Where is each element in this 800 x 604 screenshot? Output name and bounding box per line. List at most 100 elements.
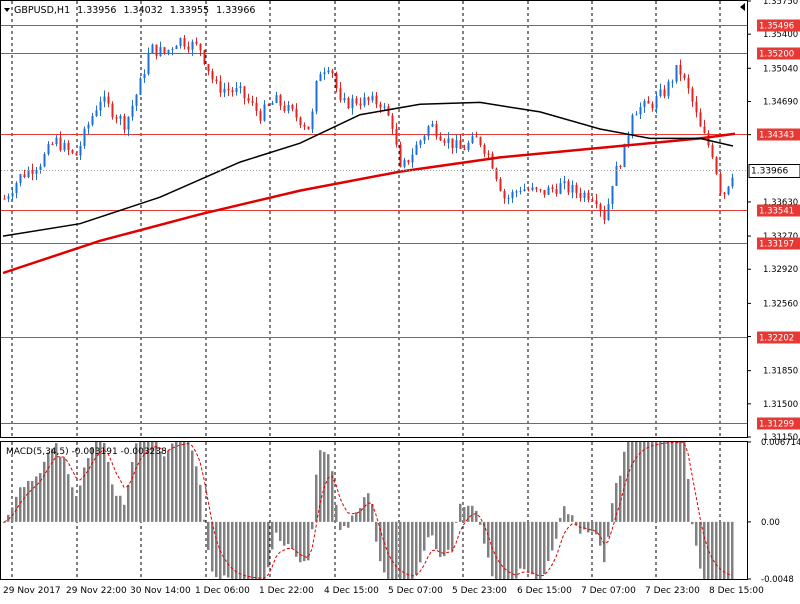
macd-bar [391, 521, 394, 579]
macd-bar [143, 442, 146, 522]
candle-body [647, 100, 650, 104]
candle-body [71, 150, 74, 153]
macd-bar [99, 442, 102, 522]
candle-body [383, 106, 386, 108]
level-label: 1.32202 [759, 334, 794, 344]
dropdown-triangle-icon[interactable] [4, 8, 10, 12]
candle-body [487, 153, 490, 155]
candle-body [443, 140, 446, 143]
candle-body [179, 38, 182, 46]
candle-body [387, 106, 390, 116]
macd-bar [615, 483, 618, 522]
macd-bar [191, 450, 194, 522]
macd-bar [3, 521, 6, 523]
candle-body [183, 38, 186, 47]
macd-bar [635, 442, 638, 522]
macd-bar [595, 521, 598, 535]
candle-body [275, 95, 278, 103]
macd-bar [459, 503, 462, 522]
candle-body [215, 79, 218, 82]
macd-bar [359, 508, 362, 522]
candle-body [279, 95, 282, 106]
macd-bar [171, 443, 174, 522]
candle-body [39, 166, 42, 171]
macd-bar [11, 507, 14, 522]
macd-bar [707, 521, 710, 579]
macd-bar [335, 504, 338, 522]
candle-body [559, 183, 562, 194]
candle-body [615, 165, 618, 186]
macd-bar [651, 442, 654, 522]
macd-bar [411, 521, 414, 579]
macd-bar [699, 521, 702, 569]
macd-bar [639, 442, 642, 522]
candle-body [699, 112, 702, 127]
macd-bar [447, 521, 450, 550]
macd-bar [123, 504, 126, 522]
macd-bar [531, 521, 534, 575]
svg-text:1.33966: 1.33966 [751, 167, 788, 177]
macd-bar [195, 466, 198, 522]
price-axis: 1.357501.354001.350401.346901.343401.336… [747, 0, 798, 443]
candle-body [267, 104, 270, 106]
macd-bar [659, 442, 662, 522]
candle-body [19, 174, 22, 184]
macd-bar [519, 521, 522, 569]
candle-body [231, 90, 234, 92]
macd-bar [119, 495, 122, 522]
ma-slow-line [2, 132, 736, 275]
time-tick-label: 7 Dec 07:00 [581, 586, 636, 596]
symbol-label: GBPUSD,H1 [14, 5, 70, 16]
candle-body [327, 70, 330, 73]
candle-body [475, 136, 478, 138]
candle-body [291, 104, 294, 110]
candle-body [511, 192, 514, 199]
candle-body [435, 123, 438, 137]
horizontal-levels[interactable] [1, 25, 747, 424]
candle-body [75, 152, 78, 156]
candle-body [15, 183, 18, 194]
candle-body [663, 89, 666, 97]
macd-bar [703, 521, 706, 579]
candle-body [551, 187, 554, 189]
candle-body [423, 136, 426, 141]
candle-body [711, 145, 714, 158]
price-tick-label: 1.32920 [763, 265, 798, 275]
candle-body [719, 173, 722, 193]
candle-body [343, 98, 346, 101]
macd-bar [311, 521, 314, 530]
macd-bar [151, 442, 154, 522]
macd-bar [715, 521, 718, 579]
macd-bar [139, 442, 142, 522]
macd-bar [19, 487, 22, 522]
macd-bar [567, 514, 570, 522]
candle-body [723, 192, 726, 195]
macd-bar [287, 521, 290, 545]
macd-bar [63, 457, 66, 522]
macd-header: MACD(5,34,5) -0.003191 -0.003238 [6, 447, 167, 457]
macd-bar [679, 442, 682, 522]
candle-body [447, 138, 450, 143]
candle-body [631, 115, 634, 136]
ohlc-close: 1.33966 [216, 5, 255, 16]
time-tick-label: 7 Dec 23:00 [645, 586, 700, 596]
scroll-left-icon[interactable] [740, 3, 745, 11]
macd-bar [51, 448, 54, 522]
macd-bar [555, 521, 558, 539]
candle-body [139, 78, 142, 95]
candle-body [479, 137, 482, 145]
candle-body [651, 103, 654, 109]
macd-bar [67, 474, 70, 522]
current-price-label: 1.33966 [748, 164, 800, 178]
price-tick-label: 1.31150 [763, 433, 798, 443]
candle-body [623, 143, 626, 168]
macd-bar [271, 521, 274, 550]
macd-bar [431, 521, 434, 536]
macd-bar [227, 521, 230, 578]
candle-body [163, 47, 166, 53]
candle-body [567, 181, 570, 193]
macd-bar [243, 521, 246, 579]
time-tick-label: 1 Dec 22:00 [259, 586, 314, 596]
